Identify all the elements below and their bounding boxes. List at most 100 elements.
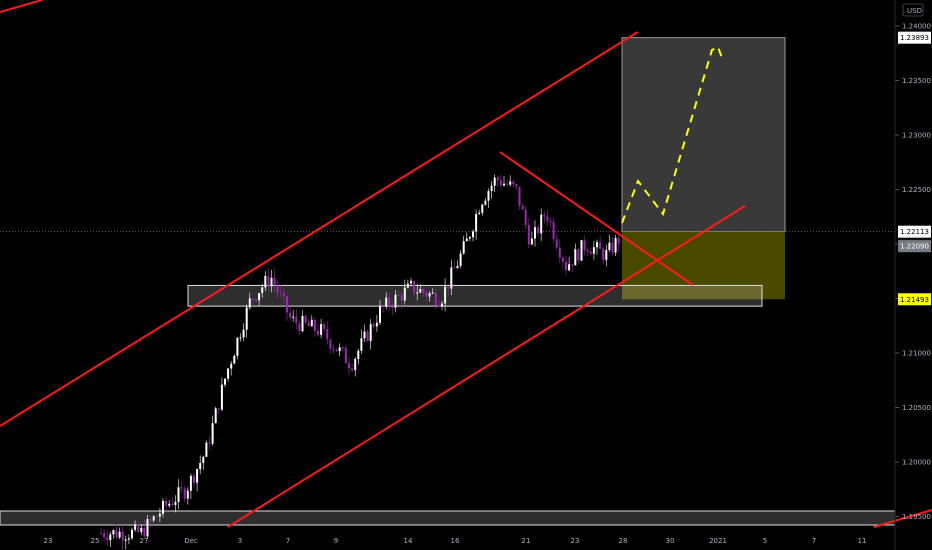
candle	[524, 205, 527, 230]
candle	[447, 286, 450, 296]
candle-body	[248, 298, 251, 308]
candle-body	[208, 442, 211, 444]
candle	[177, 479, 180, 510]
candle	[134, 520, 137, 532]
candle	[186, 487, 189, 505]
candle	[506, 179, 509, 187]
price-tick-label: 1.21000	[902, 350, 931, 358]
candle-body	[487, 191, 490, 201]
candle	[332, 345, 335, 354]
candle	[317, 324, 319, 338]
candle-body	[211, 423, 214, 444]
candle-body	[357, 350, 360, 359]
candle-body	[437, 305, 440, 307]
price-tag-label: 1.22090	[900, 243, 929, 251]
candle	[602, 245, 605, 265]
candle	[375, 314, 378, 332]
candle	[220, 377, 223, 411]
candle-body	[416, 292, 419, 294]
candle-body	[348, 363, 350, 369]
candle	[357, 348, 360, 365]
candle	[592, 241, 595, 260]
candle-body	[137, 524, 140, 533]
candle	[152, 515, 155, 523]
candle	[245, 304, 248, 338]
candle-body	[103, 533, 106, 538]
candle-body	[527, 224, 530, 245]
channel-bottom-line	[873, 509, 932, 528]
candle-body	[307, 322, 310, 327]
candle-body	[276, 285, 279, 293]
candle-body	[546, 216, 549, 221]
candle	[366, 329, 369, 343]
price-tick-label: 1.23000	[902, 132, 931, 140]
candle	[205, 440, 208, 458]
candle	[456, 260, 459, 269]
candle-body	[459, 253, 462, 266]
candle-body	[574, 249, 577, 266]
candle	[577, 247, 580, 264]
support-zone	[187, 284, 763, 307]
profit-zone	[621, 37, 786, 233]
time-tick-label: 27	[140, 537, 149, 545]
time-tick-label: 7	[812, 537, 816, 545]
candle-body	[512, 181, 515, 185]
candle	[558, 239, 561, 263]
candle-body	[193, 475, 195, 483]
candle	[441, 300, 443, 311]
candle	[168, 500, 171, 508]
candle-body	[419, 288, 422, 293]
price-tag-label: 1.23893	[900, 34, 929, 42]
price-tick-label: 1.20000	[902, 459, 931, 467]
candle	[155, 515, 158, 518]
candle	[611, 236, 614, 256]
candle-body	[183, 488, 186, 499]
candle	[565, 255, 567, 276]
candle	[394, 290, 397, 313]
candle	[162, 498, 164, 518]
candle	[121, 523, 124, 550]
candle-body	[481, 204, 484, 213]
candle-body	[515, 184, 518, 187]
candle	[131, 527, 133, 540]
candle-body	[571, 264, 574, 266]
candle-body	[493, 177, 496, 186]
candle-body	[524, 209, 527, 225]
candle-body	[369, 324, 372, 341]
time-tick-label: 7	[286, 537, 290, 545]
candle-body	[397, 294, 400, 296]
candle-body	[301, 315, 304, 332]
candle	[515, 183, 518, 190]
candle	[236, 337, 239, 360]
candle	[183, 485, 186, 502]
candle-body	[236, 337, 239, 356]
candle-body	[332, 348, 335, 350]
candle	[419, 284, 422, 293]
candle-body	[434, 292, 437, 306]
candle	[571, 264, 574, 272]
candle-body	[112, 530, 115, 535]
candle	[329, 338, 332, 353]
candle-body	[586, 250, 589, 252]
time-tick-label: Dec	[184, 537, 198, 545]
candle	[614, 235, 617, 257]
time-tick-label: 5	[763, 537, 767, 545]
candle-body	[565, 261, 567, 271]
candle-body	[118, 531, 121, 538]
candle-body	[171, 503, 174, 506]
price-tick-label: 1.20500	[902, 404, 931, 412]
candle	[496, 175, 499, 188]
time-tick-label: 9	[334, 537, 338, 545]
candle-body	[295, 316, 298, 324]
time-tick-label: 11	[858, 537, 867, 545]
candle-body	[555, 239, 558, 248]
candle-body	[320, 324, 323, 335]
candle-body	[251, 298, 254, 300]
price-tag-label: 1.22113	[900, 228, 929, 236]
candle	[146, 514, 149, 539]
candle	[199, 455, 202, 475]
price-tag	[898, 293, 931, 306]
candle-body	[146, 519, 149, 537]
